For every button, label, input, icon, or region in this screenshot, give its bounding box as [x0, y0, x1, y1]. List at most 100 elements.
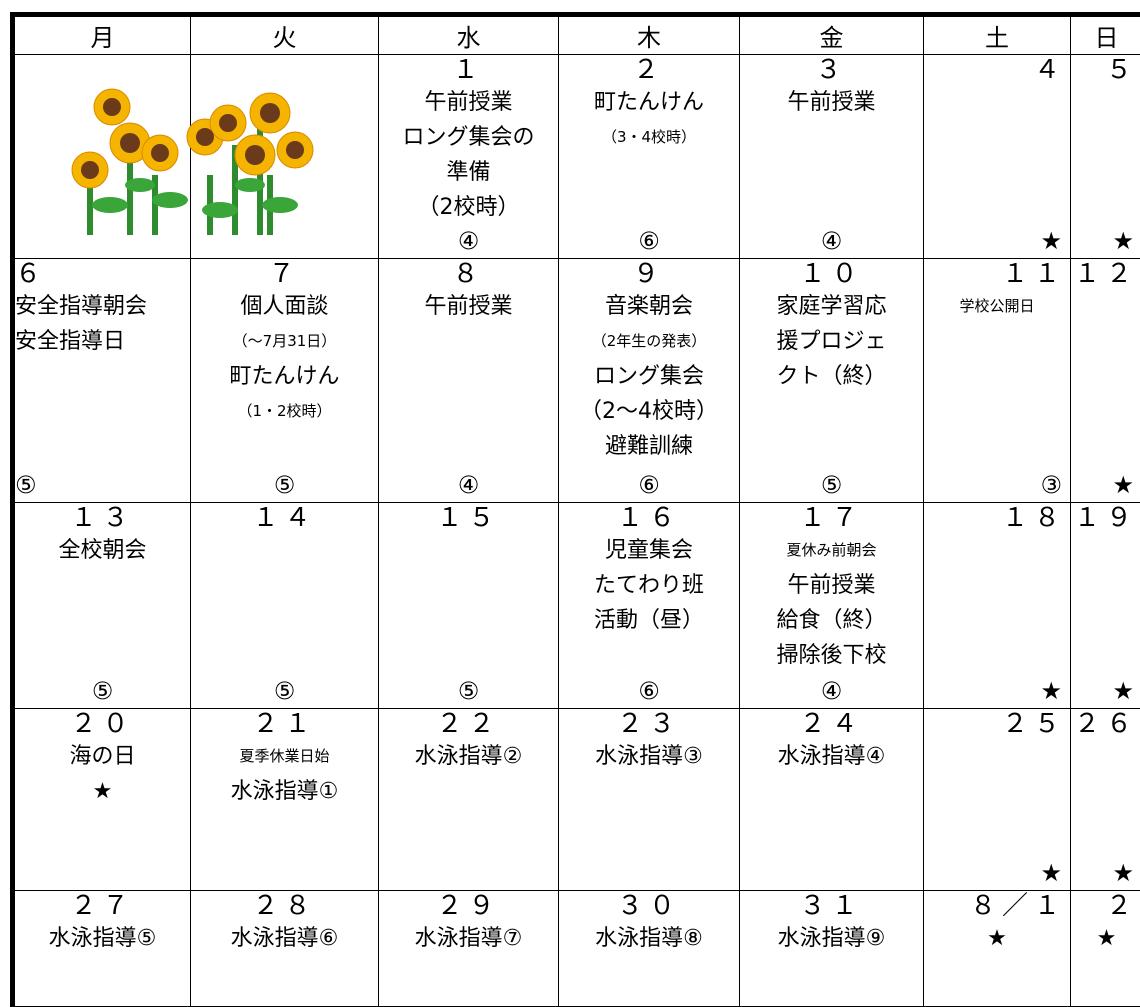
date: ４: [924, 55, 1070, 85]
event: （～7月31日）: [191, 324, 378, 359]
event: （3・4校時）: [559, 120, 739, 155]
date: １: [379, 55, 558, 85]
date: ２７: [15, 891, 190, 921]
weekday-header: 火: [191, 15, 379, 55]
event: 町たんけん: [191, 359, 378, 394]
date: ３: [740, 55, 923, 85]
date: ２２: [379, 709, 558, 739]
date: ２: [1071, 891, 1140, 921]
period-mark: ★: [1071, 227, 1140, 255]
event: ★: [1071, 921, 1140, 956]
event: 午前授業: [379, 289, 558, 324]
event: 午前授業: [379, 85, 558, 120]
day-content: １９★: [1071, 503, 1140, 707]
event: クト（終）: [740, 359, 923, 394]
weekday-header: 月: [13, 15, 191, 55]
day-cell: ２★: [1071, 891, 1140, 1007]
event: 水泳指導④: [740, 739, 923, 774]
date: １２: [1071, 259, 1140, 289]
date: ８／１: [924, 891, 1070, 921]
period-mark: ⑤: [740, 471, 923, 499]
event: 学校公開日: [924, 289, 1070, 324]
day-cell: ８／１★: [924, 891, 1071, 1007]
event: 夏季休業日始: [191, 739, 378, 774]
event: 午前授業: [740, 568, 923, 603]
event: （2校時）: [379, 190, 558, 225]
event: ロング集会: [559, 359, 739, 394]
header-row: 月火水木金土日: [13, 15, 1140, 55]
event: 海の日: [15, 739, 190, 774]
date: ２６: [1071, 709, 1140, 739]
period-mark: ④: [740, 677, 923, 705]
period-mark: ③: [924, 471, 1070, 499]
period-mark: ⑥: [559, 471, 739, 499]
date: ２０: [15, 709, 190, 739]
event: 準備: [379, 155, 558, 190]
period-mark: ⑤: [379, 677, 558, 705]
date: １１: [924, 259, 1070, 289]
day-cell: １５ ⑤: [379, 503, 559, 709]
period-mark: ★: [1071, 859, 1140, 887]
date: １３: [15, 503, 190, 533]
date: １５: [379, 503, 558, 533]
date: ３１: [740, 891, 923, 921]
weekday-header: 水: [379, 15, 559, 55]
date: ２: [559, 55, 739, 85]
event: 個人面談: [191, 289, 378, 324]
period-mark: ⑤: [15, 471, 190, 499]
period-mark: ④: [379, 471, 558, 499]
event: 安全指導日: [15, 324, 190, 359]
event: 町たんけん: [559, 85, 739, 120]
period-mark: ★: [924, 227, 1070, 255]
date: １８: [924, 503, 1070, 533]
date: ９: [559, 259, 739, 289]
date: ２５: [924, 709, 1070, 739]
day-content: ５★: [1071, 55, 1140, 257]
period-mark: ★: [1071, 677, 1140, 705]
date: ６: [15, 259, 190, 289]
event: 夏休み前朝会: [740, 533, 923, 568]
period-mark: ⑥: [559, 677, 739, 705]
event: 水泳指導②: [379, 739, 558, 774]
event: 水泳指導⑦: [379, 921, 558, 956]
date: ２１: [191, 709, 378, 739]
date: ２３: [559, 709, 739, 739]
event: 児童集会: [559, 533, 739, 568]
event: 家庭学習応: [740, 289, 923, 324]
date: １７: [740, 503, 923, 533]
date: ７: [191, 259, 378, 289]
date: １０: [740, 259, 923, 289]
period-mark: ★: [1071, 471, 1140, 499]
date: ２４: [740, 709, 923, 739]
day-content: １２ ★: [1071, 259, 1140, 501]
event: たてわり班: [559, 568, 739, 603]
period-mark: ⑤: [15, 677, 190, 705]
day-cell: ５★: [1071, 55, 1140, 259]
event: 水泳指導⑥: [191, 921, 378, 956]
